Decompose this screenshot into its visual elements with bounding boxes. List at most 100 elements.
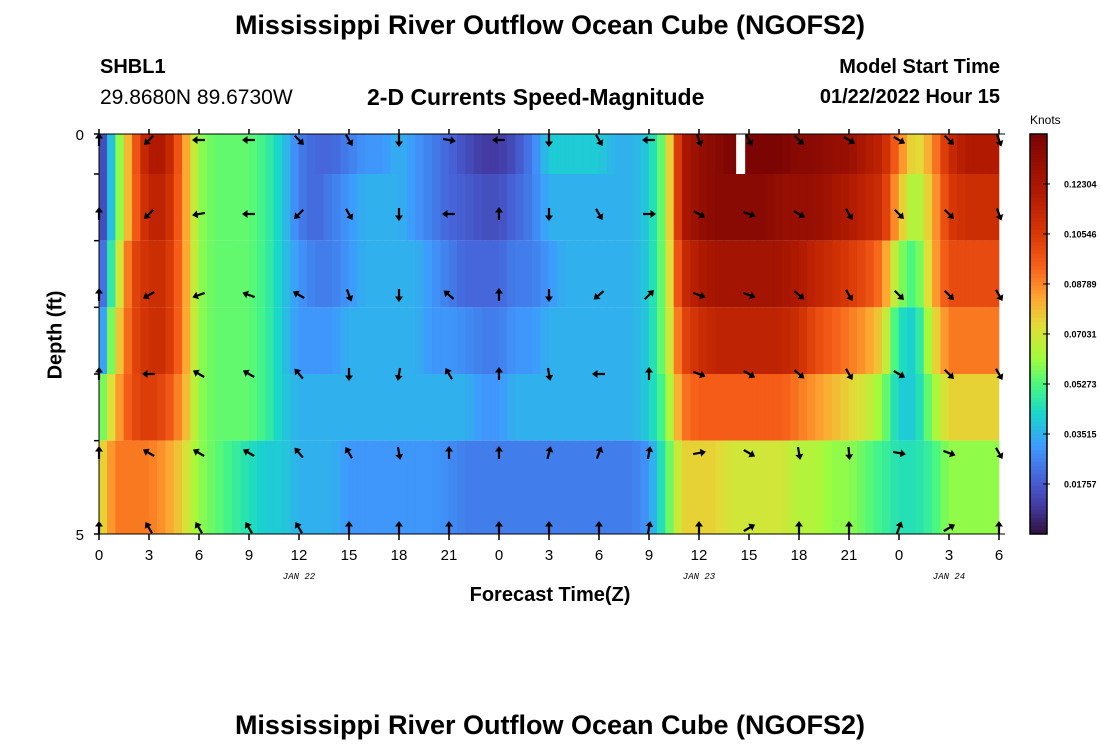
heatmap-cell (440, 174, 450, 241)
heatmap-cell (390, 374, 400, 441)
x-tick-label: 6 (995, 547, 1003, 564)
heatmap-cell (398, 440, 408, 534)
heatmap-cell (990, 240, 1000, 308)
x-axis-label: Forecast Time(Z) (469, 584, 631, 606)
heatmap-cell (482, 174, 491, 241)
heatmap-cell (798, 307, 808, 374)
heatmap-cell (923, 174, 933, 241)
current-arrow (595, 446, 604, 460)
heatmap-cell (940, 240, 950, 308)
heatmap-cell (165, 374, 175, 441)
heatmap-cell (115, 374, 125, 441)
colorbar-tick-label: 0.05273 (1064, 379, 1097, 389)
current-arrow (442, 210, 455, 218)
heatmap-cell (107, 174, 116, 241)
heatmap-cell (348, 134, 358, 174)
heatmap-cell (732, 374, 741, 441)
heatmap-cell (498, 174, 508, 241)
heatmap-cell (990, 374, 1000, 441)
heatmap-cell (457, 134, 466, 174)
heatmap-cell (548, 440, 558, 534)
heatmap-cell (915, 134, 925, 174)
heatmap-cell (140, 174, 150, 241)
heatmap-cell (765, 134, 775, 174)
heatmap-cell (348, 174, 358, 241)
heatmap-cell (215, 440, 225, 534)
heatmap-cell (232, 174, 241, 241)
heatmap-cell (332, 174, 341, 241)
heatmap-cell (482, 240, 491, 308)
colorbar-segment (1030, 150, 1047, 155)
heatmap-cell (382, 307, 391, 374)
heatmap-cell (873, 240, 883, 308)
heatmap-cell (823, 440, 833, 534)
current-arrow (943, 208, 954, 219)
heatmap-cell (623, 440, 633, 534)
heatmap-cell (148, 174, 158, 241)
chart-subtitle: 2-D Currents Speed-Magnitude (367, 84, 705, 110)
heatmap-cell (190, 174, 200, 241)
heatmap-cell (607, 307, 616, 374)
heatmap-cell (265, 374, 275, 441)
current-arrow (642, 136, 655, 144)
heatmap-cell (773, 240, 783, 308)
heatmap-cell (590, 174, 600, 241)
current-arrow (242, 136, 255, 144)
heatmap-cell (540, 134, 550, 174)
heatmap-cell (698, 307, 708, 374)
colorbar-segment (1030, 202, 1047, 207)
date-label: JAN 24 (933, 572, 965, 582)
current-arrow (192, 291, 206, 300)
heatmap-cell (773, 174, 783, 241)
heatmap-cell (240, 374, 250, 441)
colorbar-segment (1030, 222, 1047, 227)
heatmap-cell (632, 374, 641, 441)
current-arrow (144, 521, 153, 534)
current-arrow (942, 449, 956, 458)
heatmap-cell (707, 240, 716, 308)
current-arrow (845, 521, 853, 534)
heatmap-cell (565, 440, 575, 534)
heatmap-cell (215, 134, 225, 174)
heatmap-cell (715, 134, 725, 174)
current-arrow (144, 208, 155, 219)
current-arrow (495, 207, 503, 220)
heatmap-cell (140, 374, 150, 441)
colorbar-segment (1030, 466, 1047, 471)
heatmap-cell (173, 374, 183, 441)
heatmap-cell (273, 240, 283, 308)
heatmap-cell (640, 440, 650, 534)
heatmap-cell (273, 134, 283, 174)
current-arrow (545, 446, 554, 460)
colorbar-segment (1030, 266, 1047, 271)
colorbar-segment (1030, 174, 1047, 179)
colorbar-segment (1030, 430, 1047, 435)
heatmap-cell (482, 134, 491, 174)
heatmap-cell (332, 374, 341, 441)
heatmap-cell (432, 174, 441, 241)
current-arrow (443, 290, 455, 300)
heatmap-cell (157, 374, 166, 441)
heatmap-cell (515, 440, 525, 534)
heatmap-cell (323, 307, 333, 374)
heatmap-cell (907, 240, 916, 308)
current-arrow (142, 291, 155, 300)
heatmap-cell (290, 134, 300, 174)
heatmap-cell (807, 134, 816, 174)
current-arrow (593, 290, 605, 300)
heatmap-cell (440, 134, 450, 174)
heatmap-cell (740, 440, 750, 534)
heatmap-cell (548, 134, 558, 174)
colorbar-segment (1030, 386, 1047, 391)
current-arrow (293, 134, 304, 145)
heatmap-cell (373, 374, 383, 441)
heatmap-cell (198, 134, 208, 174)
heatmap-cell (982, 174, 991, 241)
colorbar-segment (1030, 414, 1047, 419)
x-tick-label: 3 (945, 547, 953, 564)
heatmap-cell (482, 440, 491, 534)
heatmap-cell (915, 307, 925, 374)
heatmap-cell (990, 174, 1000, 241)
heatmap-cell (740, 307, 750, 374)
heatmap-cell (240, 240, 250, 308)
